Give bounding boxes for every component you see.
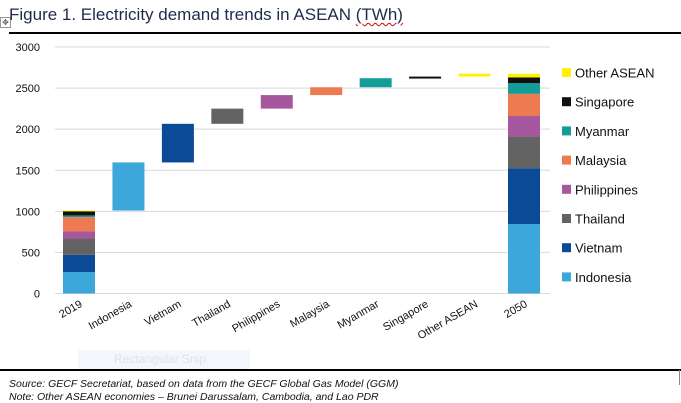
bar-2019-philippines (63, 231, 95, 239)
legend-label: Myanmar (575, 124, 630, 139)
bar-2019-thailand (63, 238, 95, 255)
x-tick-label: 2050 (502, 298, 529, 321)
legend-swatch (562, 126, 571, 136)
bar-increase-vietnam (161, 123, 194, 163)
bar-increase-other-asean (458, 73, 491, 77)
bar-2050-singapore (508, 77, 540, 84)
legend-label: Indonesia (575, 270, 632, 285)
legend-swatch (562, 243, 571, 253)
bar-2019-myanmar (63, 215, 95, 218)
bar-2050-myanmar (508, 83, 540, 94)
legend-label: Vietnam (575, 241, 622, 256)
legend-label: Singapore (575, 95, 634, 110)
bar-2019-malaysia (63, 217, 95, 232)
bar-2019-singapore (63, 211, 95, 216)
bar-increase-philippines (260, 95, 293, 109)
x-tick-label: Thailand (190, 298, 233, 329)
y-tick-label: 500 (22, 247, 40, 259)
bar-2019-indonesia (63, 272, 95, 294)
legend-swatch (562, 214, 571, 223)
source-note: Source: GECF Secretariat, based on data … (9, 378, 399, 390)
x-tick-label: 2019 (57, 298, 84, 321)
y-tick-label: 3000 (16, 42, 40, 54)
y-tick-label: 2500 (16, 83, 40, 95)
y-tick-label: 0 (34, 289, 40, 301)
bar-2019-other-asean (63, 210, 95, 212)
legend-swatch (562, 184, 571, 194)
legend-swatch (562, 97, 571, 107)
bar-2019-vietnam (63, 254, 95, 273)
figure-title-unit: (TWh) (355, 5, 403, 24)
legend-label: Philippines (575, 182, 638, 197)
legend-label: Other ASEAN (575, 66, 654, 81)
x-tick-label: Malaysia (288, 298, 332, 331)
bar-increase-malaysia (310, 87, 343, 96)
bar-2050-malaysia (508, 93, 540, 117)
rectangular-snip-overlay: Rectangular Snip (78, 350, 250, 369)
x-tick-label: Philippines (230, 298, 283, 335)
x-tick-label: Myanmar (335, 298, 381, 331)
move-handle-icon[interactable]: ✥ (0, 17, 11, 28)
bar-increase-myanmar (359, 78, 392, 88)
bar-increase-singapore (409, 76, 442, 79)
bar-2050-vietnam (508, 168, 540, 225)
right-rule (679, 370, 680, 385)
bars (63, 73, 540, 294)
legend-swatch (562, 155, 571, 165)
top-rule (9, 32, 681, 34)
bar-2050-thailand (508, 136, 540, 169)
x-tick-label: Indonesia (87, 298, 135, 333)
bar-2050-philippines (508, 116, 540, 137)
bar-increase-indonesia (112, 162, 145, 211)
figure-title-text: Figure 1. Electricity demand trends in A… (9, 5, 356, 24)
y-axis-ticks: 0 500 1000 1500 2000 2500 3000 (16, 42, 40, 301)
bar-2050-indonesia (508, 224, 540, 294)
bar-2050-other-asean (508, 73, 540, 78)
legend-label: Malaysia (575, 153, 627, 168)
y-tick-label: 1000 (16, 206, 40, 218)
legend: Other ASEAN Singapore Myanmar Malaysia Phili… (562, 66, 654, 285)
legend-label: Thailand (575, 212, 625, 227)
bar-increase-thailand (211, 108, 244, 124)
y-tick-label: 2000 (16, 124, 40, 136)
y-tick-label: 1500 (16, 165, 40, 177)
footnote: Note: Other ASEAN economies – Brunei Dar… (9, 391, 379, 403)
bottom-rule (0, 369, 681, 371)
legend-swatch (562, 272, 571, 282)
legend-swatch (562, 68, 571, 77)
figure-title: Figure 1. Electricity demand trends in A… (9, 5, 403, 25)
x-tick-label: Vietnam (143, 298, 184, 328)
